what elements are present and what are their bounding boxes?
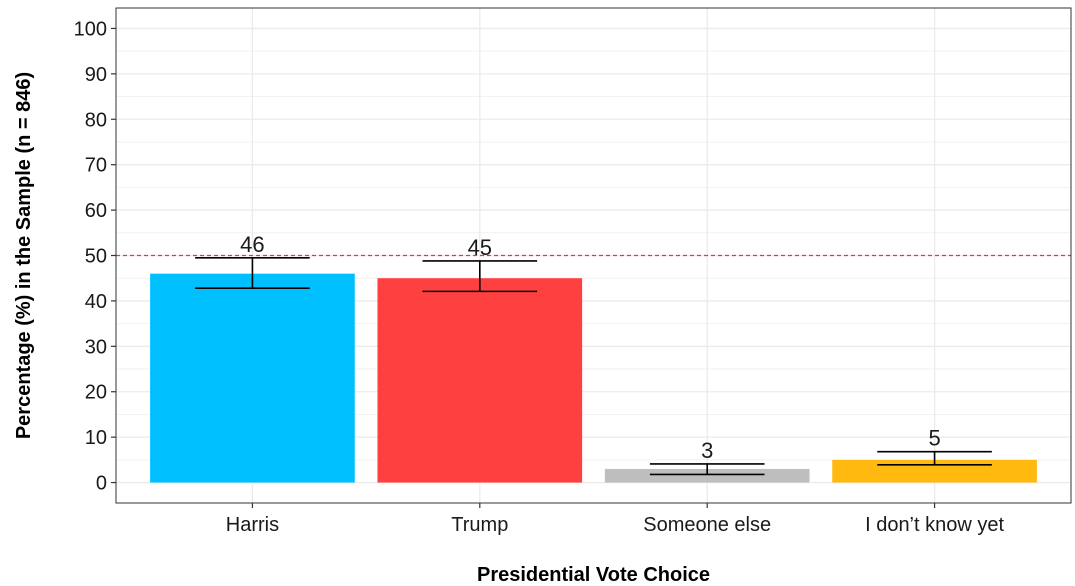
bars [150,273,1037,483]
y-tick-label: 10 [85,427,107,449]
data-label-4: 5 [928,426,940,451]
error-bars [195,256,992,476]
x-axis-title: Presidential Vote Choice [477,564,710,586]
y-axis-title: Percentage (%) in the Sample (n = 846) [13,72,35,439]
y-tick-label: 30 [85,336,107,358]
data-label-3: 3 [701,438,713,463]
x-tick-label: Someone else [643,514,771,536]
x-tick-label: Harris [226,514,279,536]
y-tick-label: 40 [85,291,107,313]
y-tick-label: 70 [85,155,107,177]
bar-1 [150,273,355,483]
data-label-2: 45 [468,235,492,260]
error-bar-2 [422,260,538,293]
data-labels: 46 45 3 5 [240,232,941,463]
y-tick-label: 100 [74,18,107,40]
error-bar-3 [649,463,765,476]
y-tick-label: 90 [85,64,107,86]
x-axis: Harris Trump Someone else I don’t know yet [226,503,1004,536]
x-tick-label: I don’t know yet [865,514,1004,536]
y-tick-label: 50 [85,246,107,268]
bar-2 [377,278,583,483]
bar-3 [604,468,810,483]
error-bar-4 [877,450,992,466]
x-tick-label: Trump [451,514,508,536]
y-tick-label: 60 [85,200,107,222]
error-bar-1 [195,256,310,289]
y-tick-label: 80 [85,109,107,131]
y-axis: 0 10 20 30 40 50 60 70 80 90 100 [74,18,116,495]
y-tick-label: 20 [85,382,107,404]
y-tick-label: 0 [96,473,107,495]
data-label-1: 46 [240,232,264,257]
